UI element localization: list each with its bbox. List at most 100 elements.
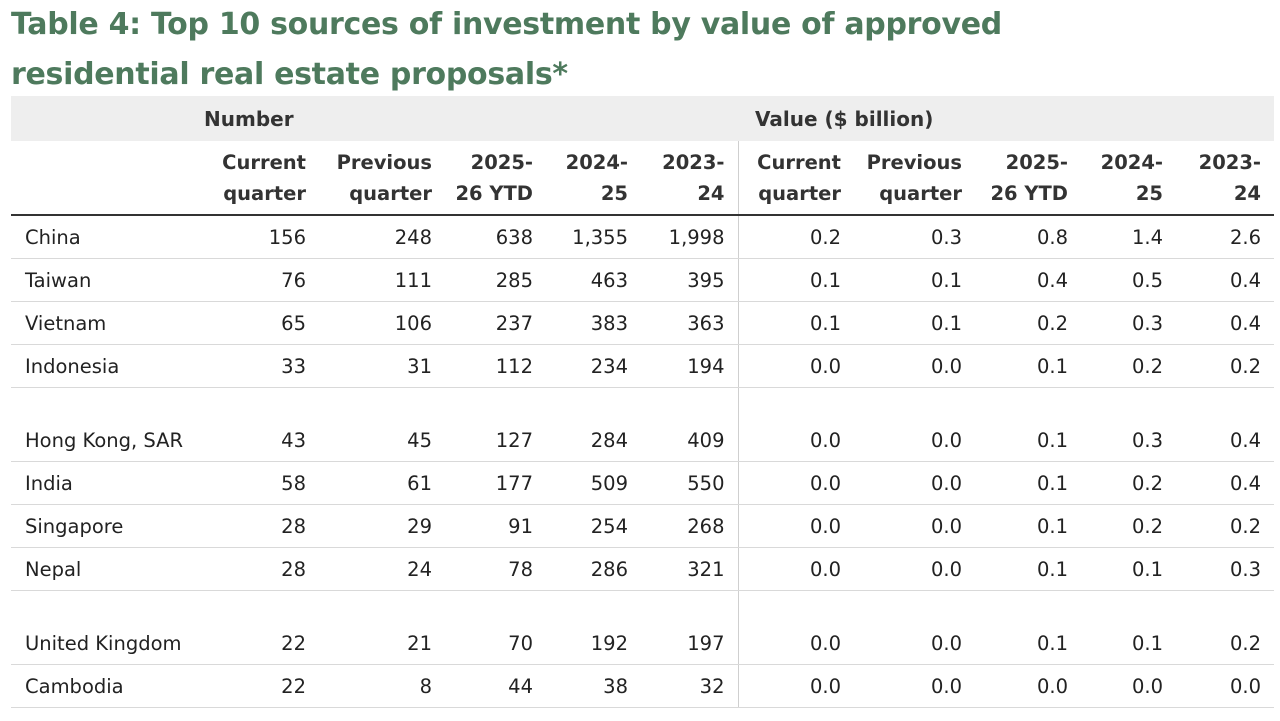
table-row: China 156 248 638 1,355 1,998 0.2 0.3 0.… (11, 215, 1274, 259)
column-header-line: Previous (336, 150, 432, 174)
column-header: Previous quarter (319, 141, 445, 216)
column-header-line: 25 (1135, 181, 1163, 205)
column-header-line: Current (757, 150, 841, 174)
column-header: 2023- 24 (641, 141, 739, 216)
table-row: United Kingdom 22 21 70 192 197 0.0 0.0 … (11, 590, 1274, 665)
table-cell: 177 (445, 461, 546, 505)
row-country: Singapore (11, 504, 204, 548)
table-cell: 0.4 (1176, 387, 1274, 462)
table-row: Cambodia 22 8 44 38 32 0.0 0.0 0.0 0.0 0… (11, 664, 1274, 708)
group-header-number: Number (11, 96, 738, 141)
table-cell: 8 (319, 664, 445, 708)
column-header-line: 2024- (1100, 150, 1163, 174)
table-cell: 2.6 (1176, 215, 1274, 259)
table-cell: 44 (445, 664, 546, 708)
table-cell: 61 (319, 461, 445, 505)
column-header-line: 25 (600, 181, 628, 205)
table-cell: 0.0 (738, 344, 854, 388)
table-cell: 395 (641, 258, 739, 302)
table-cell: 268 (641, 504, 739, 548)
table-cell: 286 (546, 547, 641, 591)
table-cell: 24 (319, 547, 445, 591)
column-header-line: 2024- (565, 150, 628, 174)
table-cell: 254 (546, 504, 641, 548)
table-cell: 0.2 (1081, 504, 1176, 548)
investment-table: Number Value ($ billion) Current quarter … (11, 96, 1274, 708)
table-cell: 0.1 (854, 301, 975, 345)
table-cell: 0.2 (1176, 590, 1274, 665)
column-header-line: 24 (1233, 181, 1261, 205)
column-header: 2024- 25 (546, 141, 641, 216)
table-row: Indonesia 33 31 112 234 194 0.0 0.0 0.1 … (11, 344, 1274, 388)
column-header-line: quarter (758, 181, 841, 205)
table-cell: 112 (445, 344, 546, 388)
table-cell: 0.1 (854, 258, 975, 302)
table-cell: 0.0 (854, 387, 975, 462)
table-cell: 106 (319, 301, 445, 345)
column-header: 2023- 24 (1176, 141, 1274, 216)
table-cell: 0.1 (738, 301, 854, 345)
table-cell: 22 (204, 590, 319, 665)
column-header-line: quarter (349, 181, 432, 205)
column-header: Current quarter (738, 141, 854, 216)
table-row: Hong Kong, SAR 43 45 127 284 409 0.0 0.0… (11, 387, 1274, 462)
table-cell: 0.0 (738, 664, 854, 708)
table-cell: 21 (319, 590, 445, 665)
table-cell: 0.8 (975, 215, 1081, 259)
table-cell: 363 (641, 301, 739, 345)
table-cell: 0.1 (1081, 590, 1176, 665)
table-cell: 0.0 (854, 547, 975, 591)
table-cell: 0.3 (1081, 301, 1176, 345)
column-header-line: 24 (697, 181, 725, 205)
table-cell: 22 (204, 664, 319, 708)
table-cell: 0.1 (975, 547, 1081, 591)
table-cell: 1,355 (546, 215, 641, 259)
row-country: Cambodia (11, 664, 204, 708)
column-header-country (11, 141, 204, 216)
table-cell: 0.1 (1081, 547, 1176, 591)
table-cell: 1.4 (1081, 215, 1176, 259)
table-cell: 192 (546, 590, 641, 665)
table-cell: 58 (204, 461, 319, 505)
table-cell: 0.1 (975, 344, 1081, 388)
table-cell: 111 (319, 258, 445, 302)
table-cell: 70 (445, 590, 546, 665)
table-cell: 0.3 (854, 215, 975, 259)
table-cell: 0.2 (975, 301, 1081, 345)
row-country: Nepal (11, 547, 204, 591)
table-cell: 0.0 (854, 664, 975, 708)
table-cell: 383 (546, 301, 641, 345)
table-cell: 237 (445, 301, 546, 345)
table-cell: 0.2 (1081, 344, 1176, 388)
table-cell: 409 (641, 387, 739, 462)
table-cell: 0.1 (975, 590, 1081, 665)
table-row: Nepal 28 24 78 286 321 0.0 0.0 0.1 0.1 0… (11, 547, 1274, 591)
column-header: Previous quarter (854, 141, 975, 216)
table-cell: 0.1 (738, 258, 854, 302)
table-cell: 33 (204, 344, 319, 388)
column-header-line: 2023- (1198, 150, 1261, 174)
table-cell: 0.0 (854, 461, 975, 505)
column-header-line: 26 YTD (990, 181, 1068, 205)
table-cell: 0.1 (975, 387, 1081, 462)
table-cell: 0.1 (975, 504, 1081, 548)
column-header-line: 2025- (1005, 150, 1068, 174)
table-cell: 0.0 (738, 590, 854, 665)
row-country: Hong Kong, SAR (11, 387, 204, 462)
table-cell: 0.4 (975, 258, 1081, 302)
table-cell: 0.3 (1176, 547, 1274, 591)
table-cell: 78 (445, 547, 546, 591)
table-title: Table 4: Top 10 sources of investment by… (11, 7, 1002, 92)
table-cell: 76 (204, 258, 319, 302)
table-cell: 0.0 (854, 504, 975, 548)
table-cell: 234 (546, 344, 641, 388)
table-cell: 28 (204, 547, 319, 591)
table-cell: 509 (546, 461, 641, 505)
table-cell: 45 (319, 387, 445, 462)
table-cell: 0.4 (1176, 461, 1274, 505)
table-row: Taiwan 76 111 285 463 395 0.1 0.1 0.4 0.… (11, 258, 1274, 302)
table-cell: 0.0 (975, 664, 1081, 708)
table-cell: 285 (445, 258, 546, 302)
table-cell: 91 (445, 504, 546, 548)
row-country: Vietnam (11, 301, 204, 345)
